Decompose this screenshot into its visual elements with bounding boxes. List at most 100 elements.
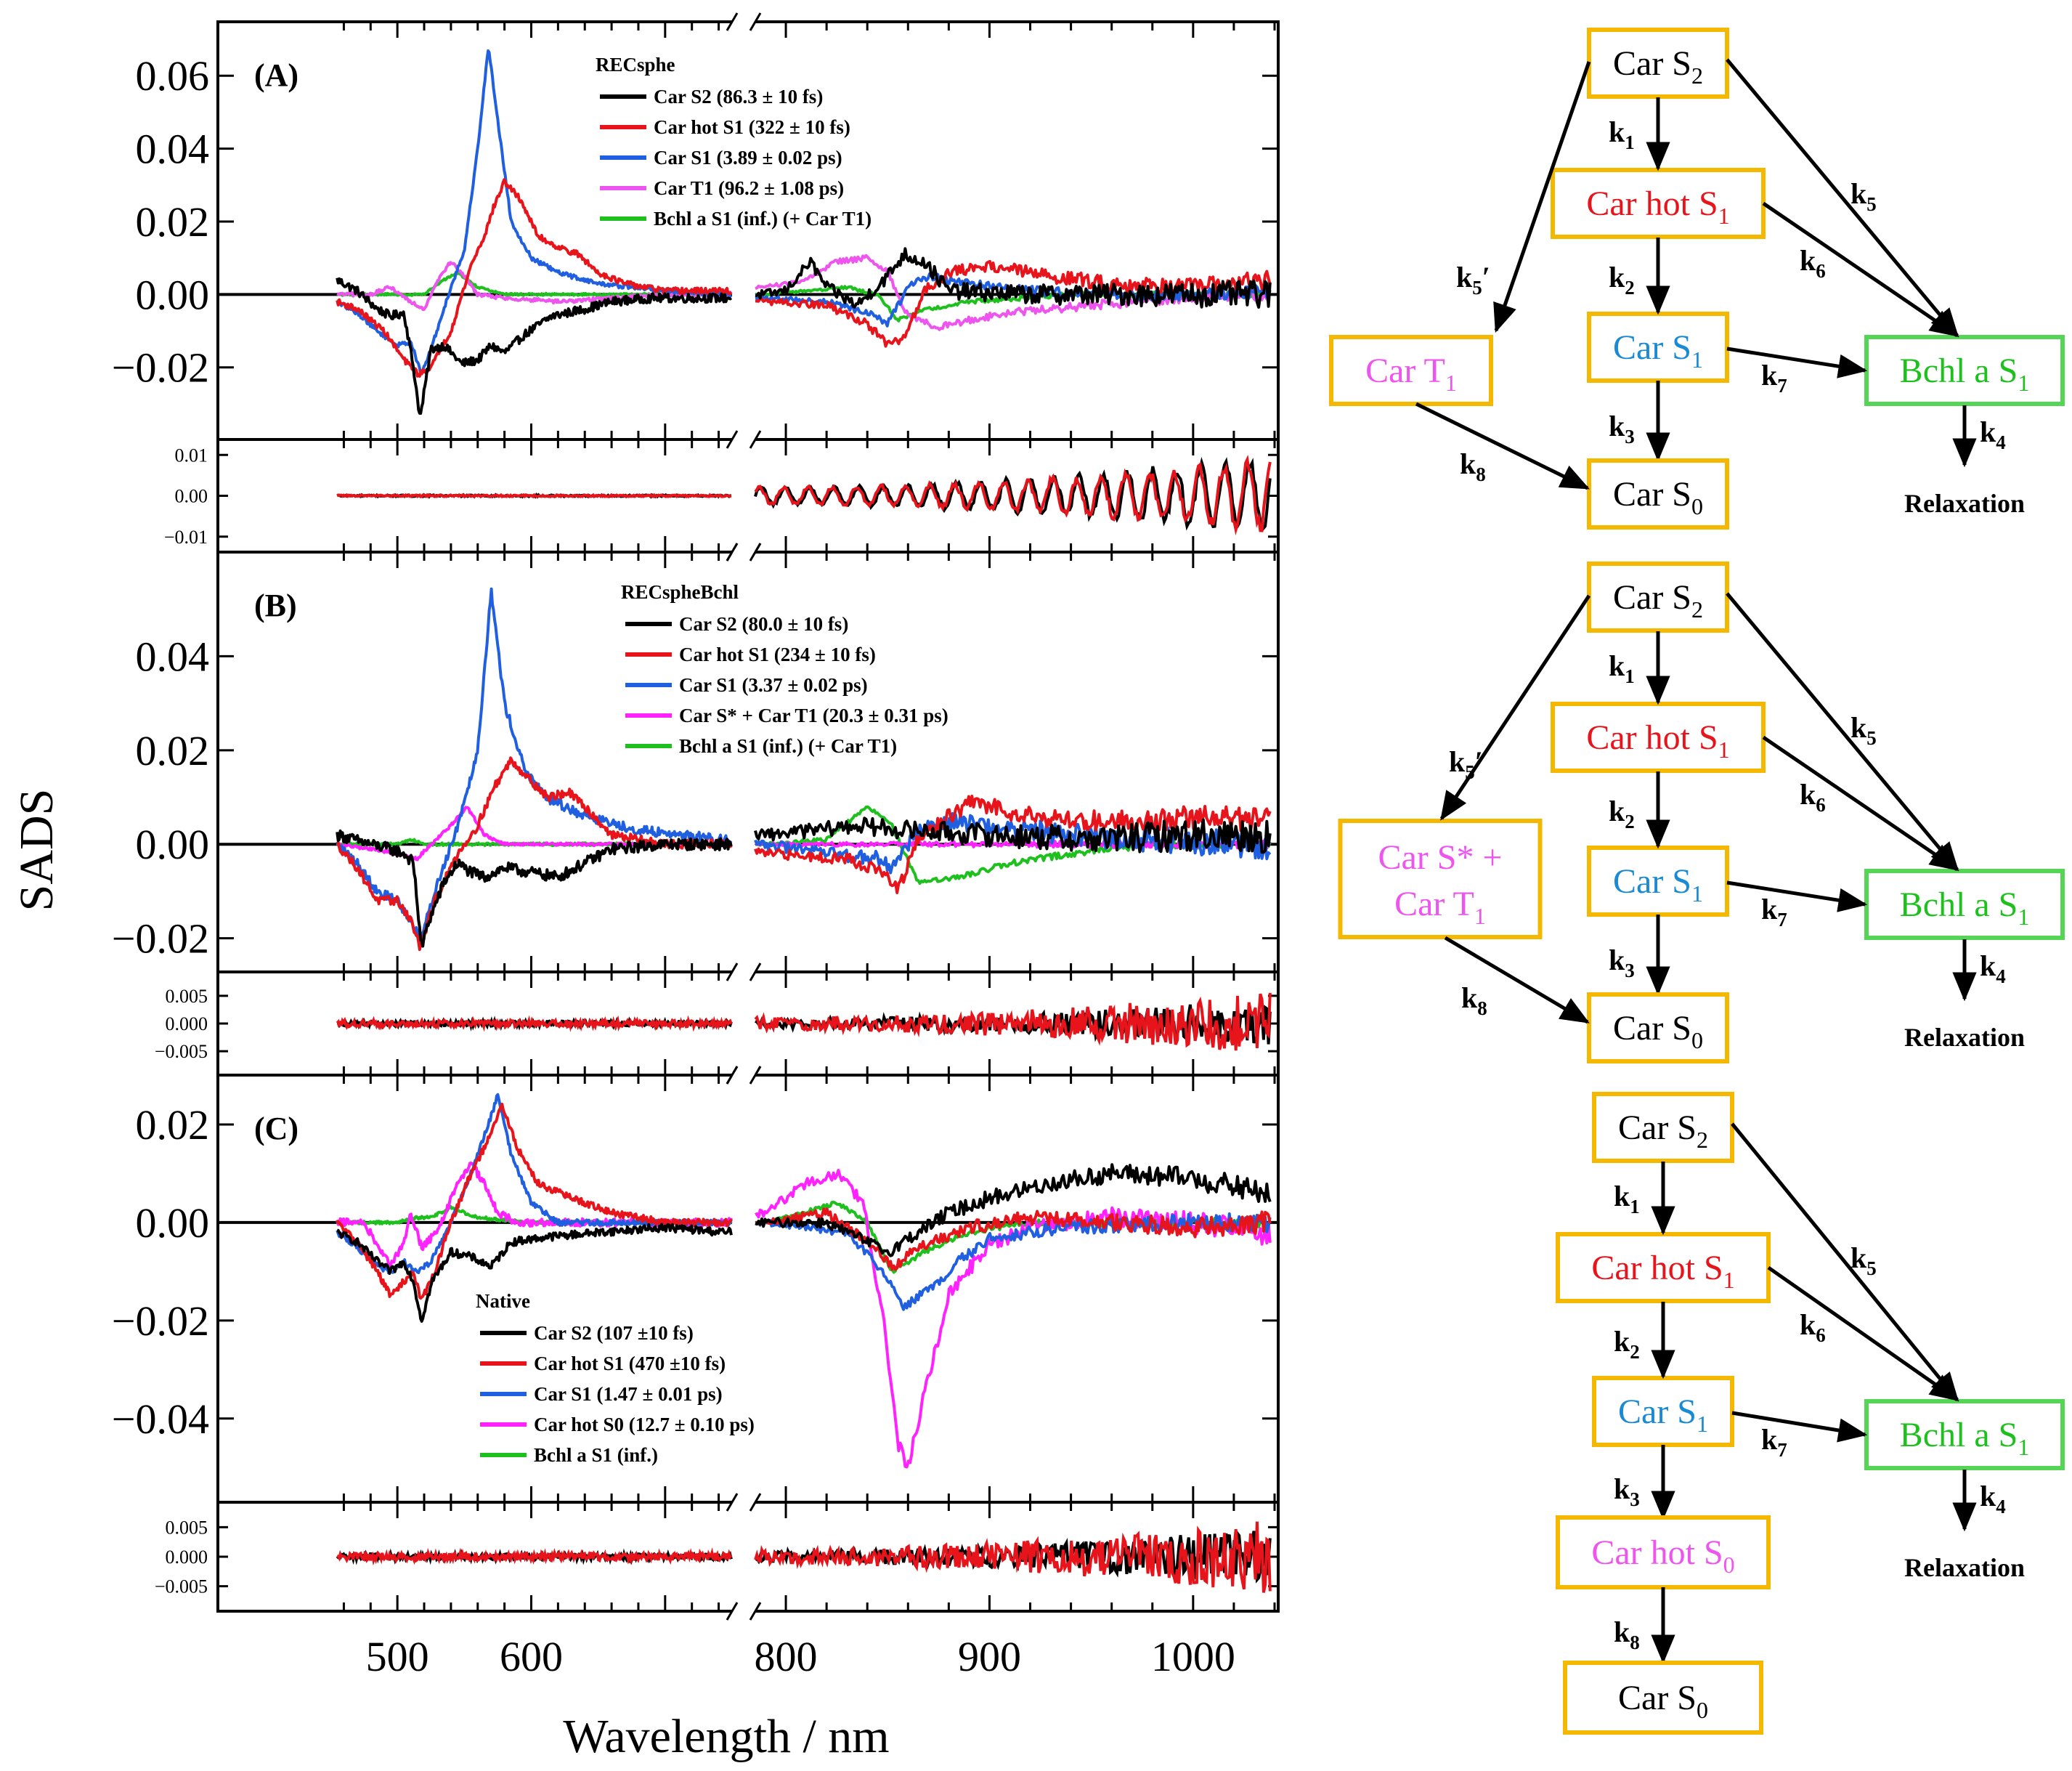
residual-line	[336, 1547, 733, 1566]
series-group	[336, 49, 1272, 415]
y-tick-label: 0.04	[136, 633, 210, 680]
break-mark	[726, 1493, 739, 1512]
state-label: Car S2	[1613, 44, 1703, 89]
residual-group	[336, 992, 1272, 1051]
rate-label: k6	[1800, 1308, 1826, 1346]
state-label: Car S0	[1618, 1679, 1708, 1723]
y-tick-label: −0.02	[112, 1297, 209, 1345]
legend-entry: Bchl a S1 (inf.) (+ Car T1)	[654, 208, 872, 230]
state-car-s2: Car S2	[1587, 562, 1729, 633]
transition-arrow	[1762, 735, 1959, 872]
x-tick-label: 900	[958, 1633, 1021, 1680]
sads-charts: 0.06 0.04 0.02 0.00 −0.02 0.01 0.00 −0.01 (A) REC…	[112, 12, 1280, 1680]
state-bchl-s1: Bchl a S1	[1864, 1399, 2065, 1470]
state-label: Car hot S1	[1586, 718, 1729, 763]
series-line	[336, 829, 733, 948]
state-label: Car hot S0	[1591, 1533, 1734, 1578]
state-car-hot-s1: Car hot S1	[1556, 1232, 1771, 1303]
legend-entry: Car hot S1 (234 ± 10 fs)	[679, 644, 876, 665]
res-y-tick-label: 0.00	[175, 486, 208, 507]
y-tick-label: 0.00	[136, 271, 210, 318]
rate-label: k5′	[1456, 261, 1490, 299]
panel-label: (B)	[254, 588, 297, 623]
y-tick-label: 0.02	[136, 727, 210, 774]
residual-group	[336, 455, 1272, 535]
break-mark	[749, 430, 762, 449]
panel-1: 0.04 0.02 0.00 −0.02 0.005 0.000 −0.005 (B) RECs…	[112, 543, 1280, 1085]
state-car-s0: Car S0	[1587, 458, 1729, 530]
state-car-s1: Car S1	[1592, 1376, 1734, 1447]
break-mark	[749, 1602, 762, 1621]
legend-entry: Car S2 (80.0 ± 10 fs)	[679, 613, 848, 635]
axis-break	[732, 19, 755, 555]
legend-entry: Car S2 (86.3 ± 10 fs)	[654, 86, 823, 108]
transition-arrow	[1767, 1265, 1959, 1402]
residual-line	[754, 455, 1272, 535]
rate-label: k8	[1614, 1616, 1640, 1653]
y-tick-label: 0.00	[136, 821, 210, 868]
state-car-hot-s1: Car hot S1	[1551, 702, 1766, 773]
res-y-tick-label: 0.005	[166, 1517, 208, 1538]
res-y-tick-label: 0.000	[166, 1013, 208, 1034]
rate-label: k2	[1609, 795, 1635, 832]
x-tick-label: 500	[366, 1633, 429, 1680]
y-tick-label: 0.02	[136, 1101, 210, 1148]
series-line	[754, 816, 1272, 854]
state-label: Car S1	[1613, 328, 1703, 373]
legend-entry: Car hot S1 (322 ± 10 fs)	[654, 116, 850, 138]
transition-arrow	[1731, 1122, 1959, 1402]
transition-arrow	[1439, 594, 1591, 821]
x-tick-label: 800	[755, 1633, 818, 1680]
y-tick-label: −0.02	[112, 915, 209, 962]
state-label: Car S2	[1613, 578, 1703, 623]
state-car-s2: Car S2	[1592, 1092, 1734, 1163]
series-line	[336, 1103, 733, 1300]
state-car-t1: Car S* + Car T1	[1338, 819, 1543, 939]
state-car-t1: Car T1	[1329, 335, 1493, 406]
series-line	[754, 812, 1272, 875]
state-label: Bchl a S1	[1900, 885, 2030, 930]
legend-entry: Bchl a S1 (inf.)	[534, 1444, 658, 1466]
panel-label: (C)	[254, 1111, 298, 1146]
legend-title: RECsphe	[596, 54, 675, 76]
series-group	[336, 587, 1272, 952]
res-y-tick-label: 0.000	[166, 1547, 208, 1568]
series-line	[754, 795, 1272, 894]
break-mark	[726, 962, 739, 981]
y-tick-label: 0.06	[136, 52, 210, 100]
series-line	[755, 247, 1272, 309]
y-axis-label: SADS	[10, 789, 63, 912]
series-line	[755, 1207, 1272, 1271]
transition-arrow	[1731, 1411, 1868, 1443]
transition-arrow	[1444, 936, 1590, 1024]
y-tick-label: 0.04	[136, 126, 210, 173]
relaxation-label: Relaxation	[1904, 1553, 2025, 1582]
res-y-tick-label: −0.005	[155, 1041, 208, 1062]
panel-label: (A)	[254, 57, 298, 93]
legend-entry: Car T1 (96.2 ± 1.08 ps)	[654, 177, 844, 199]
transition-arrow	[1726, 592, 1959, 872]
y-tick-label: −0.02	[112, 344, 209, 392]
state-label: Bchl a S1	[1900, 1416, 2030, 1460]
residual-line	[754, 1521, 1272, 1593]
state-bchl-s1: Bchl a S1	[1864, 335, 2065, 406]
res-y-tick-label: 0.005	[166, 986, 208, 1007]
state-label: Car T1	[1365, 352, 1457, 396]
break-mark	[749, 1493, 762, 1512]
break-mark	[726, 430, 739, 449]
x-tick-label: 600	[500, 1633, 563, 1680]
axis-break	[732, 549, 755, 1078]
res-y-tick-label: −0.01	[164, 527, 208, 548]
transition-arrow	[1726, 58, 1959, 338]
break-mark	[726, 1602, 739, 1621]
y-tick-label: −0.04	[112, 1395, 209, 1443]
break-mark	[726, 12, 739, 31]
state-car-s1: Car S1	[1587, 312, 1729, 383]
relaxation-label: Relaxation	[1904, 489, 2025, 518]
state-label: Car hot S1	[1591, 1249, 1734, 1293]
